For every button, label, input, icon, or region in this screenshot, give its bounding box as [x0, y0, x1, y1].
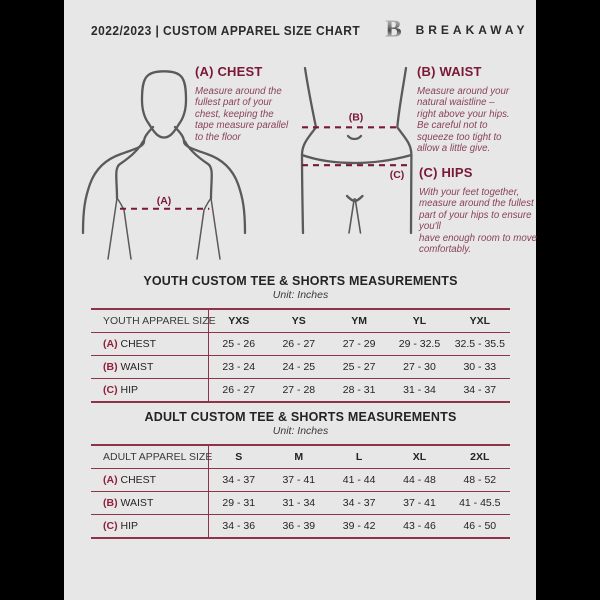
svg-text:(A): (A)	[157, 195, 172, 207]
svg-text:(C): (C)	[390, 169, 405, 181]
svg-text:(B): (B)	[349, 112, 364, 124]
